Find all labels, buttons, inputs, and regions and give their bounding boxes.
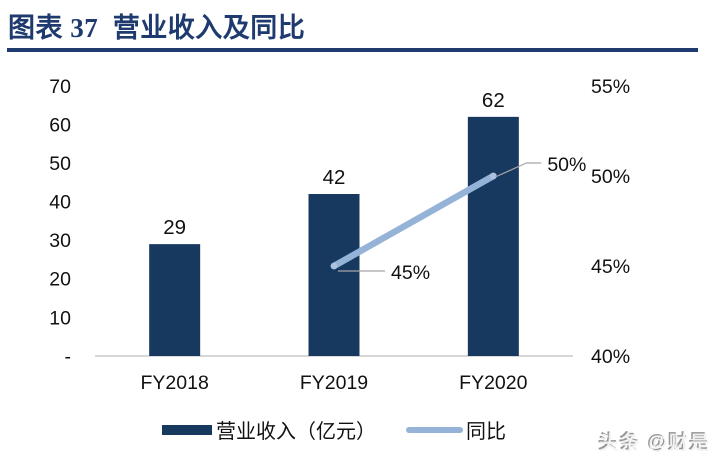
title-underline: [7, 48, 698, 52]
left-axis-tick: 50: [49, 153, 71, 175]
x-axis-label: FY2019: [300, 372, 368, 394]
left-axis-tick: 30: [49, 230, 71, 252]
bar-value-label: 29: [163, 216, 186, 239]
yoy-data-label: 45%: [391, 262, 430, 284]
chart-legend: 营业收入（亿元） 同比: [95, 415, 573, 444]
left-axis-tick: 40: [49, 192, 71, 214]
left-axis-tick: -: [65, 346, 72, 368]
legend-line-swatch: [406, 426, 463, 433]
left-axis-tick: 10: [49, 307, 71, 329]
left-axis-tick: 20: [49, 269, 71, 291]
callout-leader-line: [495, 162, 542, 178]
right-axis-tick: 50%: [591, 166, 630, 188]
bar-value-label: 62: [482, 89, 505, 112]
left-axis-tick: 70: [49, 76, 71, 98]
left-axis-tick: 60: [49, 114, 71, 136]
bar-fy2018: [149, 244, 201, 356]
right-axis-tick: 40%: [591, 346, 630, 368]
bar-value-label: 42: [323, 166, 346, 189]
yoy-line-series: [330, 172, 497, 270]
legend-label-revenue: 营业收入（亿元）: [216, 421, 376, 443]
figure-title: 图表 37 营业收入及同比: [8, 13, 306, 43]
yoy-line-marker: [489, 172, 497, 180]
bar-fy2019: [308, 194, 360, 356]
x-axis-label: FY2020: [459, 372, 527, 394]
legend-item-revenue: 营业收入（亿元）: [162, 415, 376, 444]
bar-fy2020: [467, 116, 519, 356]
watermark: 头条 @财是: [599, 433, 711, 454]
legend-item-yoy: 同比: [406, 415, 506, 444]
yoy-line-marker: [330, 262, 338, 270]
x-axis-label: FY2018: [141, 372, 209, 394]
right-axis-tick: 55%: [591, 76, 630, 98]
right-axis-tick: 45%: [591, 256, 630, 278]
legend-bar-swatch: [162, 424, 212, 435]
yoy-data-label: 50%: [547, 154, 586, 176]
legend-label-yoy: 同比: [466, 421, 506, 443]
